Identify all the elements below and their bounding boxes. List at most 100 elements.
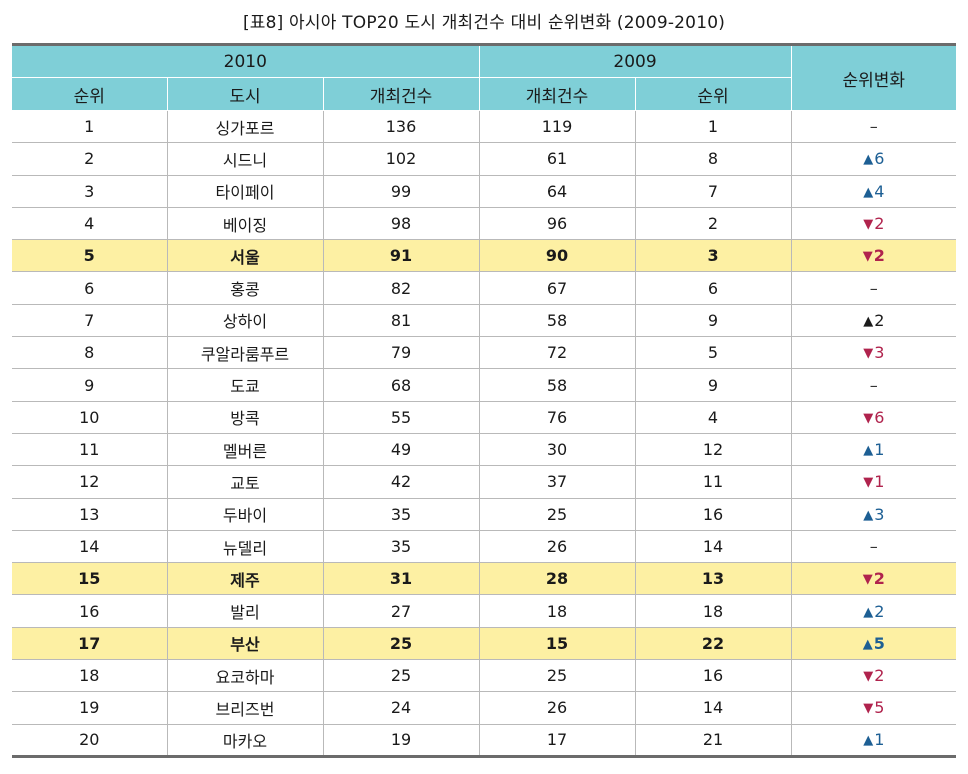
table-row: 10 방콕 55 76 4 ▼6: [12, 401, 957, 434]
count-2010-cell: 98: [322, 207, 480, 241]
header-count-2010: 개최건수: [322, 77, 480, 111]
count-2010-cell: 55: [322, 401, 480, 434]
rank-2009-cell: 9: [634, 368, 792, 402]
rank-change-cell: ▲6: [790, 142, 957, 176]
table-row: 8 쿠알라룸푸르 79 72 5 ▼3: [12, 336, 957, 370]
count-2009-cell: 25: [478, 659, 636, 693]
triangle-up-icon: ▲: [863, 184, 874, 200]
table-caption: [표8] 아시아 TOP20 도시 개최건수 대비 순위변화 (2009-201…: [242, 13, 726, 33]
rank-cell: 9: [12, 368, 167, 402]
count-2009-cell: 96: [478, 207, 636, 241]
count-2010-cell: 35: [322, 530, 480, 564]
rank-change-value: ▲3: [863, 505, 884, 524]
table-row: 2 시드니 102 61 8 ▲6: [12, 142, 957, 176]
count-2009-cell: 37: [478, 465, 636, 499]
city-cell: 제주: [166, 562, 323, 596]
rank-2009-cell: 13: [634, 562, 792, 596]
rank-2009-cell: 7: [634, 175, 792, 208]
table-row: 13 두바이 35 25 16 ▲3: [12, 498, 957, 531]
rank-change-cell: –: [790, 271, 957, 305]
city-cell: 홍콩: [166, 271, 323, 305]
table-row: 14 뉴델리 35 26 14–: [12, 530, 957, 564]
rank-2009-cell: 12: [634, 433, 792, 467]
rank-change-value: ▲2: [863, 602, 884, 621]
rank-2009-cell: 14: [634, 530, 792, 564]
rank-2009-cell: 1: [634, 110, 792, 144]
rank-change-value: ▼6: [863, 408, 884, 427]
rank-2009-cell: 8: [634, 142, 792, 176]
city-cell: 쿠알라룸푸르: [166, 336, 323, 370]
count-2009-cell: 58: [478, 368, 636, 402]
city-cell: 서울: [166, 239, 323, 273]
city-cell: 베이징: [166, 207, 323, 241]
count-2010-cell: 68: [322, 368, 480, 402]
count-2009-cell: 25: [478, 498, 636, 531]
count-2010-cell: 31: [322, 562, 480, 596]
rank-change-value: ▲5: [863, 634, 885, 653]
rank-cell: 6: [12, 271, 167, 305]
city-cell: 요코하마: [166, 659, 323, 693]
table-row: 3 타이페이 99 64 7 ▲4: [12, 175, 957, 208]
rank-change-amount: 6: [874, 149, 885, 169]
header-rank-change: 순위변화: [790, 43, 957, 111]
rank-change-amount: 1: [874, 472, 885, 492]
city-cell: 상하이: [166, 304, 323, 338]
count-2009-cell: 15: [478, 627, 636, 661]
count-2009-cell: 26: [478, 530, 636, 564]
rank-change-cell: ▼3: [790, 336, 957, 370]
rank-cell: 13: [12, 498, 167, 531]
table-row: 7 상하이 81 58 9 ▲2: [12, 304, 957, 338]
rank-cell: 11: [12, 433, 167, 467]
rank-cell: 3: [12, 175, 167, 208]
count-2010-cell: 24: [322, 691, 480, 725]
rank-2009-cell: 11: [634, 465, 792, 499]
rank-cell: 2: [12, 142, 167, 176]
table-row: 1 싱가포르 136 119 1–: [12, 110, 957, 144]
rank-change-cell: –: [790, 110, 957, 144]
header-city: 도시: [166, 77, 324, 111]
city-cell: 뉴델리: [166, 530, 323, 564]
triangle-down-icon: ▼: [863, 669, 874, 685]
rank-change-cell: ▲3: [790, 498, 957, 531]
rank-change-value: ▼2: [863, 569, 885, 588]
count-2009-cell: 67: [478, 271, 636, 305]
table-row: 17 부산 25 15 22 ▲5: [12, 627, 957, 661]
triangle-down-icon: ▼: [862, 572, 873, 588]
rank-change-amount: 5: [873, 633, 885, 653]
triangle-down-icon: ▼: [863, 217, 874, 233]
count-2010-cell: 27: [322, 594, 480, 628]
rank-cell: 5: [12, 239, 167, 273]
count-2009-cell: 58: [478, 304, 636, 338]
rank-cell: 12: [12, 465, 167, 499]
count-2009-cell: 30: [478, 433, 636, 467]
rank-change-cell: –: [790, 368, 957, 402]
rank-2009-cell: 16: [634, 498, 792, 531]
count-2009-cell: 76: [478, 401, 636, 434]
table-body: 1 싱가포르 136 119 1–2 시드니 102 61 8 ▲6 3 타이페이 99 64 7 ▲4 4 베이…: [12, 110, 957, 758]
rank-cell: 1: [12, 110, 167, 144]
rank-2009-cell: 22: [634, 627, 792, 661]
triangle-down-icon: ▼: [863, 410, 874, 426]
count-2010-cell: 49: [322, 433, 480, 467]
city-cell: 브리즈번: [166, 691, 323, 725]
triangle-up-icon: ▲: [863, 604, 874, 620]
rank-change-value: ▼5: [863, 698, 884, 717]
rank-2009-cell: 2: [634, 207, 792, 241]
rank-cell: 15: [12, 562, 167, 596]
count-2009-cell: 64: [478, 175, 636, 208]
triangle-up-icon: ▲: [862, 636, 873, 652]
rank-change-value: –: [870, 279, 878, 298]
table-row: 5 서울 91 90 3 ▼2: [12, 239, 957, 273]
rank-change-amount: 5: [874, 698, 885, 718]
rank-change-value: –: [870, 117, 878, 136]
rank-change-value: –: [870, 537, 878, 556]
triangle-down-icon: ▼: [862, 249, 873, 265]
rank-cell: 16: [12, 594, 167, 628]
count-2010-cell: 81: [322, 304, 480, 338]
rank-change-cell: ▼2: [790, 239, 957, 273]
count-2009-cell: 61: [478, 142, 636, 176]
count-2009-cell: 17: [478, 724, 636, 758]
count-2009-cell: 72: [478, 336, 636, 370]
city-cell: 두바이: [166, 498, 323, 531]
city-cell: 마카오: [166, 724, 323, 758]
